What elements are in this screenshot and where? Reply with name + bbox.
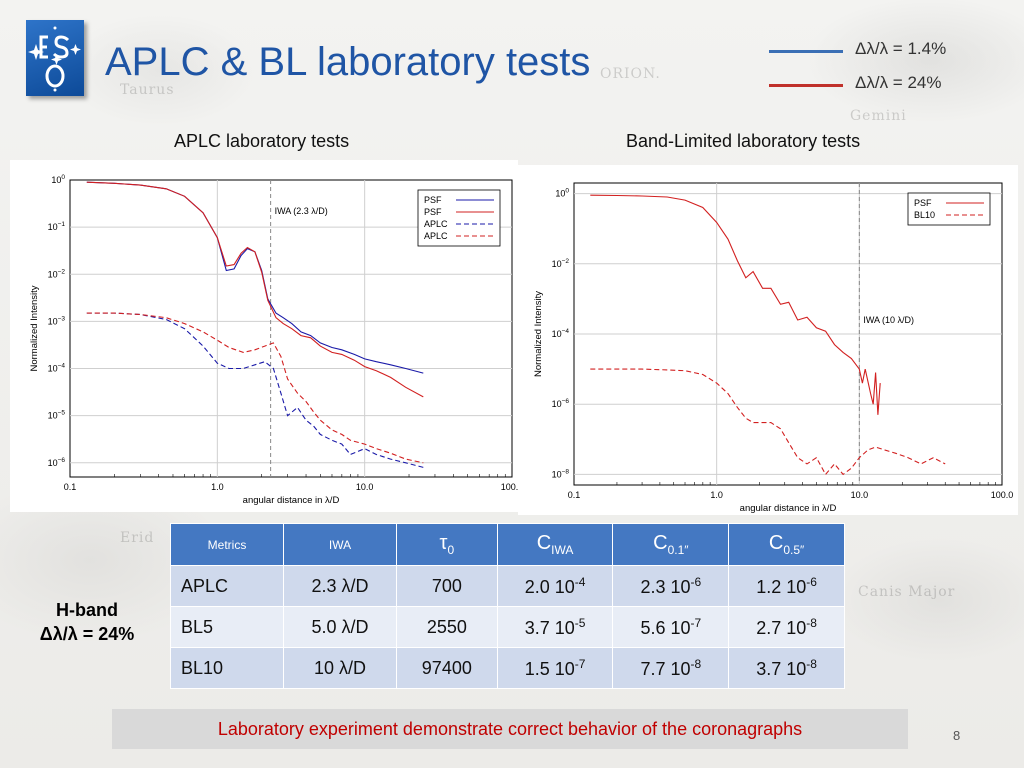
band-label-line2: Δλ/λ = 24% bbox=[39, 624, 135, 644]
cell-iwa: 5.0 λ/D bbox=[283, 606, 397, 648]
x-axis-label: angular distance in λ/D bbox=[740, 503, 837, 514]
cell-c-iwa: 2.0 10-4 bbox=[496, 565, 614, 607]
cell-iwa: 10 λ/D bbox=[283, 647, 397, 689]
cell-c05: 3.7 10-8 bbox=[728, 647, 845, 689]
legend-entry-label: APLC bbox=[424, 231, 448, 241]
x-tick-label: 1.0 bbox=[211, 482, 224, 492]
legend-entry-label: BL10 bbox=[914, 210, 935, 220]
x-tick-label: 0.1 bbox=[568, 490, 581, 500]
wavelength-legend: Δλ/λ = 1.4% Δλ/λ = 24% bbox=[765, 36, 1005, 96]
series-line bbox=[86, 312, 424, 468]
left-chart-heading: APLC laboratory tests bbox=[174, 131, 350, 151]
header-metrics: Metrics bbox=[170, 523, 284, 566]
cell-tau: 97400 bbox=[396, 647, 498, 689]
x-axis-label: angular distance in λ/D bbox=[243, 495, 340, 506]
slide-title: APLC & BL laboratory tests bbox=[105, 40, 591, 84]
y-tick-label: 10−2 bbox=[552, 258, 570, 269]
table-row: BL5 5.0 λ/D 2550 3.7 10-5 5.6 10-7 2.7 10-8 bbox=[170, 606, 845, 648]
aplc-chart-panel: 0.1 1.0 10.0 100.0 100 10−1 10−2 10−3 10−4 10−5 10… bbox=[10, 160, 518, 512]
y-tick-label: 10−3 bbox=[48, 315, 66, 326]
band-label-line1: H-band bbox=[56, 600, 118, 620]
metrics-table: Metrics IWA τ0 CIWA C0.1″ C0.5″ APLC 2.3 … bbox=[170, 523, 845, 689]
bg-word: ORION. bbox=[600, 66, 661, 82]
legend-entry-label: PSF bbox=[424, 207, 442, 217]
cell-tau: 700 bbox=[396, 565, 498, 607]
bg-word: Canis Major bbox=[858, 584, 956, 600]
series-line bbox=[86, 181, 424, 398]
cell-iwa: 2.3 λ/D bbox=[283, 565, 397, 607]
aplc-intensity-chart: 0.1 1.0 10.0 100.0 100 10−1 10−2 10−3 10−4 10−5 10… bbox=[29, 174, 518, 506]
cell-metric: APLC bbox=[170, 565, 284, 607]
header-c-iwa: CIWA bbox=[496, 523, 614, 566]
right-chart-heading: Band-Limited laboratory tests bbox=[626, 131, 861, 151]
legend-entry-label: APLC bbox=[424, 219, 448, 229]
table-header-row: Metrics IWA τ0 CIWA C0.1″ C0.5″ bbox=[170, 523, 845, 566]
x-tick-label: 10.0 bbox=[851, 490, 869, 500]
cell-tau: 2550 bbox=[396, 606, 498, 648]
cell-c05: 2.7 10-8 bbox=[728, 606, 845, 648]
header-c05: C0.5″ bbox=[728, 523, 845, 566]
bg-word: Erid bbox=[120, 530, 155, 546]
bg-word: Gemini bbox=[850, 108, 907, 124]
y-tick-label: 10−5 bbox=[48, 410, 66, 421]
legend-line bbox=[769, 50, 843, 53]
x-tick-label: 100.0 bbox=[991, 490, 1014, 500]
series-line bbox=[590, 368, 946, 476]
cell-c01: 5.6 10-7 bbox=[612, 606, 730, 648]
legend-entry-label: PSF bbox=[914, 198, 932, 208]
y-axis-label: Normalized Intensity bbox=[29, 285, 40, 371]
y-tick-label: 10−4 bbox=[48, 363, 66, 374]
cell-c-iwa: 1.5 10-7 bbox=[496, 647, 614, 689]
eso-logo bbox=[26, 20, 84, 96]
legend-label: Δλ/λ = 1.4% bbox=[855, 39, 947, 58]
x-tick-label: 0.1 bbox=[64, 482, 77, 492]
y-tick-label: 10−8 bbox=[552, 468, 570, 479]
cell-c-iwa: 3.7 10-5 bbox=[496, 606, 614, 648]
band-label: H-band Δλ/λ = 24% bbox=[14, 598, 160, 646]
y-axis-label: Normalized Intensity bbox=[533, 291, 544, 377]
header-iwa: IWA bbox=[283, 523, 397, 566]
page-number: 8 bbox=[953, 728, 961, 743]
chart-legend-box bbox=[417, 189, 501, 247]
y-tick-label: 100 bbox=[51, 174, 65, 185]
y-tick-label: 10−2 bbox=[48, 268, 66, 279]
x-tick-label: 10.0 bbox=[356, 482, 374, 492]
y-tick-label: 10−4 bbox=[552, 328, 570, 339]
cell-c01: 7.7 10-8 bbox=[612, 647, 730, 689]
bl-chart-panel: 0.1 1.0 10.0 100.0 100 10−2 10−4 10−6 10−8 angula… bbox=[518, 165, 1018, 515]
bl-intensity-chart: 0.1 1.0 10.0 100.0 100 10−2 10−4 10−6 10−8 angula… bbox=[533, 182, 1014, 514]
cell-metric: BL10 bbox=[170, 647, 284, 689]
x-tick-label: 100.0 bbox=[501, 482, 518, 492]
cell-c05: 1.2 10-6 bbox=[728, 565, 845, 607]
y-tick-label: 10−1 bbox=[48, 221, 66, 232]
iwa-label: IWA (2.3 λ/D) bbox=[275, 206, 328, 216]
y-tick-label: 100 bbox=[555, 188, 569, 199]
table-row: BL10 10 λ/D 97400 1.5 10-7 7.7 10-8 3.7 10-8 bbox=[170, 647, 845, 689]
y-tick-label: 10−6 bbox=[552, 398, 570, 409]
iwa-label: IWA (10 λ/D) bbox=[863, 315, 914, 325]
series-line bbox=[590, 194, 881, 415]
x-tick-label: 1.0 bbox=[710, 490, 723, 500]
legend-label: Δλ/λ = 24% bbox=[855, 73, 942, 92]
series-line bbox=[86, 312, 424, 464]
bg-word: Taurus bbox=[120, 82, 175, 98]
cell-metric: BL5 bbox=[170, 606, 284, 648]
conclusion-banner: Laboratory experiment demonstrate correc… bbox=[112, 709, 908, 749]
header-tau: τ0 bbox=[396, 523, 498, 566]
chart-legend-box bbox=[907, 192, 991, 226]
y-tick-label: 10−6 bbox=[48, 457, 66, 468]
legend-line bbox=[769, 84, 843, 87]
legend-entry-label: PSF bbox=[424, 195, 442, 205]
header-c01: C0.1″ bbox=[612, 523, 730, 566]
table-row: APLC 2.3 λ/D 700 2.0 10-4 2.3 10-6 1.2 10-6 bbox=[170, 565, 845, 607]
cell-c01: 2.3 10-6 bbox=[612, 565, 730, 607]
